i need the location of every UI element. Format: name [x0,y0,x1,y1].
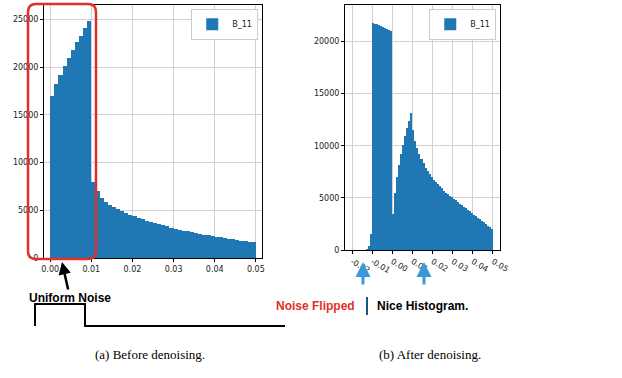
svg-text:0.02: 0.02 [124,265,142,274]
svg-text:5000: 5000 [18,206,38,215]
svg-text:0.00: 0.00 [389,257,409,274]
svg-text:5000: 5000 [319,194,339,203]
svg-text:0.04: 0.04 [470,257,490,274]
svg-text:(b) After denoising.: (b) After denoising. [379,347,481,362]
svg-text:0.02: 0.02 [430,257,450,274]
svg-text:0: 0 [33,254,38,263]
svg-text:Uniform Noise: Uniform Noise [29,291,111,305]
svg-text:10000: 10000 [314,142,339,151]
svg-text:20000: 20000 [314,37,339,46]
svg-text:10000: 10000 [13,158,38,167]
svg-text:25000: 25000 [13,15,38,24]
svg-text:15000: 15000 [314,89,339,98]
svg-text:0: 0 [334,246,339,255]
svg-text:Nice Histogram.: Nice Histogram. [377,299,468,313]
svg-text:B_11: B_11 [470,20,490,29]
svg-text:0.03: 0.03 [165,265,183,274]
svg-text:0.00: 0.00 [41,265,59,274]
svg-text:0.01: 0.01 [82,265,100,274]
svg-text:0.05: 0.05 [490,257,510,274]
svg-text:0.03: 0.03 [450,257,470,274]
svg-text:15000: 15000 [13,111,38,120]
svg-text:-0.01: -0.01 [369,257,391,275]
svg-text:0.05: 0.05 [247,265,265,274]
svg-text:-0.02: -0.02 [349,257,371,275]
svg-text:0.04: 0.04 [206,265,224,274]
svg-text:(a) Before denoising.: (a) Before denoising. [95,347,205,362]
svg-text:Noise Flipped: Noise Flipped [276,299,355,313]
svg-text:0.01: 0.01 [409,257,429,274]
svg-text:B_11: B_11 [232,20,252,29]
svg-text:20000: 20000 [13,63,38,72]
